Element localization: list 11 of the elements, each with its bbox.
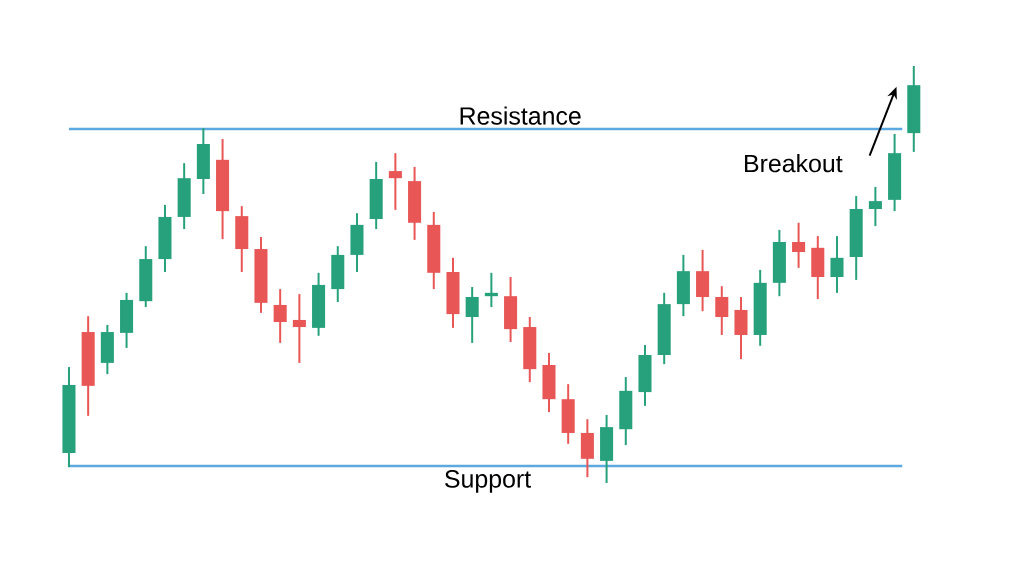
candlestick bbox=[388, 152, 402, 211]
candlestick bbox=[792, 221, 806, 269]
candlestick bbox=[273, 288, 287, 344]
candlestick bbox=[868, 185, 882, 228]
candlestick bbox=[830, 235, 844, 294]
candlestick bbox=[715, 285, 729, 336]
annotation: Breakout bbox=[745, 154, 843, 173]
ref-line-label: Resistance bbox=[460, 106, 581, 125]
candlestick bbox=[465, 286, 479, 344]
candlestick bbox=[292, 293, 306, 364]
ref-line-label: Support bbox=[445, 470, 531, 493]
